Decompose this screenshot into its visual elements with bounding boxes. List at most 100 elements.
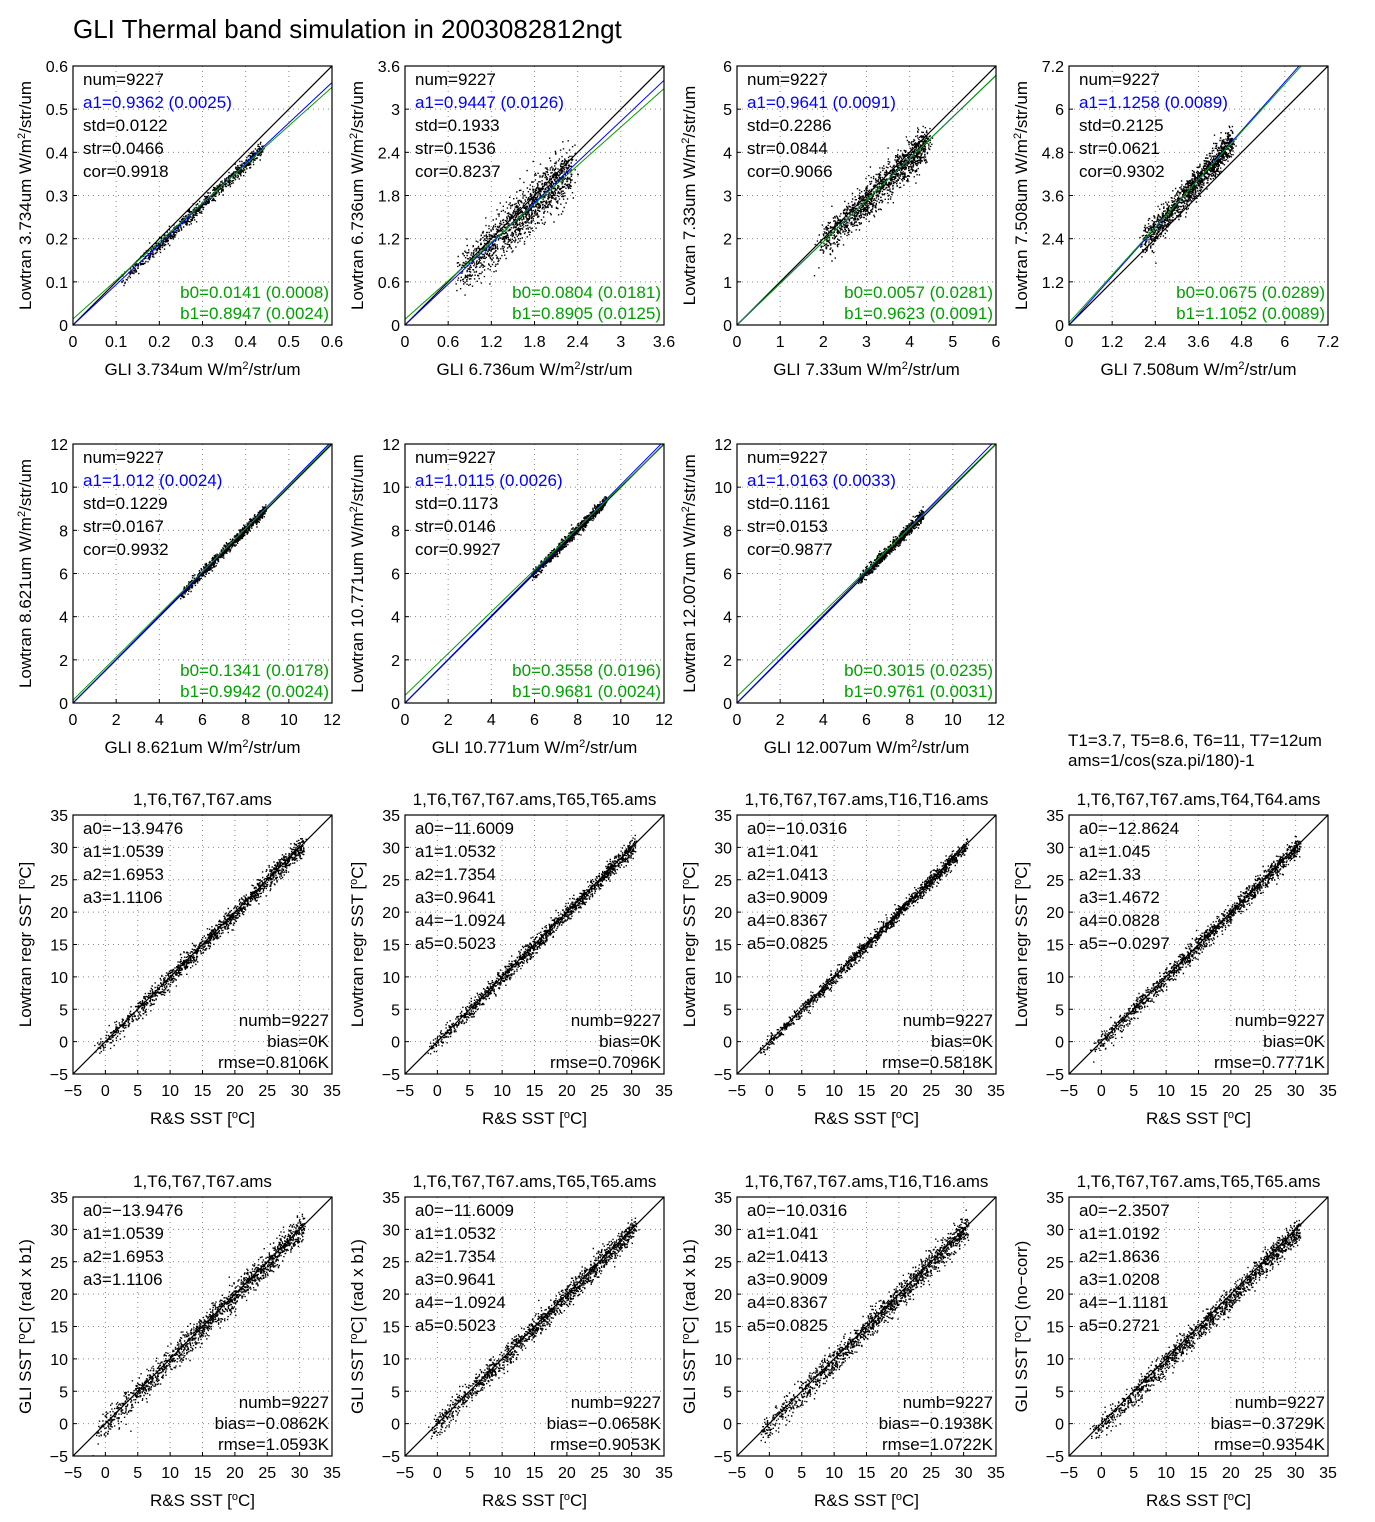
tick-label-y: 15 (1046, 938, 1064, 955)
tick-label-x: −5 (396, 1083, 414, 1100)
tick-label-y: 0.1 (46, 275, 68, 292)
plot-frame (404, 814, 665, 1075)
tick-label-y: 15 (714, 1320, 732, 1337)
stat-label: str=0.0466 (83, 139, 164, 158)
fit-line-a (737, 444, 993, 703)
tick-label-y: 30 (382, 1222, 400, 1239)
stat-label: a0=−13.9476 (83, 1201, 183, 1220)
tick-label-x: 4 (905, 334, 914, 351)
stat-label: b0=0.1341 (0.0178) (180, 661, 329, 680)
y-axis-label: Lowtran 7.33um W/m2/str/um (680, 86, 699, 306)
tick-label-x: 5 (948, 334, 957, 351)
tick-label-y: 0 (723, 696, 732, 713)
scatter-point-set (813, 125, 934, 277)
tick-label-x: 12 (987, 712, 1005, 729)
note-line-1: T1=3.7, T5=8.6, T6=11, T7=12um (1068, 731, 1322, 750)
tick-label-y: 1.2 (1042, 275, 1064, 292)
stat-label: a1=1.0163 (0.0033) (747, 471, 896, 490)
x-axis-label: GLI 7.508um W/m2/str/um (1100, 360, 1296, 379)
stat-label: str=0.0844 (747, 139, 828, 158)
tick-label-x: 0 (401, 712, 410, 729)
stat-label: a3=1.0208 (1079, 1270, 1160, 1289)
one-to-one-line (737, 815, 996, 1074)
tick-label-y: 35 (1046, 1190, 1064, 1207)
stat-label: a1=1.0539 (83, 842, 164, 861)
tick-label-x: 0 (69, 712, 78, 729)
fit-line-a (405, 79, 664, 325)
plot-frame (404, 65, 665, 326)
stat-label: a0=−11.6009 (415, 819, 514, 838)
stat-label: a4=0.8367 (747, 1293, 828, 1312)
stat-label: str=0.0621 (1079, 139, 1160, 158)
fit-line-b (1069, 66, 1302, 323)
stat-label: num=9227 (83, 70, 164, 89)
tick-label-y: 0 (391, 1417, 400, 1434)
tick-label-y: 2 (391, 653, 400, 670)
tick-label-x: 15 (526, 1465, 544, 1482)
panel-rad-12007: 00 2 2 4 4 6 6 8 8 10 10 12 12 num=9227 a1=1.0163 (0.0… (680, 437, 1005, 757)
tick-label-x: 10 (612, 712, 630, 729)
stat-label: std=0.1229 (83, 494, 168, 513)
tick-label-x: −5 (1060, 1083, 1078, 1100)
tick-label-x: 0.5 (278, 334, 300, 351)
tick-label-y: 5 (1055, 1002, 1064, 1019)
stat-label: b0=0.3015 (0.0235) (844, 661, 993, 680)
one-to-one-line (405, 815, 664, 1074)
tick-label-x: 2.4 (567, 334, 589, 351)
tick-label-y: −5 (714, 1449, 732, 1466)
tick-label-y: 25 (1046, 873, 1064, 890)
stat-label: std=0.1161 (747, 494, 830, 513)
one-to-one-line (737, 1197, 996, 1456)
tick-label-y: 0 (723, 1035, 732, 1052)
stat-label: a3=1.1106 (83, 1270, 163, 1289)
tick-label-y: 0 (1055, 1417, 1064, 1434)
tick-label-x: 10 (493, 1083, 511, 1100)
tick-label-y: 15 (714, 938, 732, 955)
fit-line-b (73, 444, 332, 701)
scatter-points (424, 834, 638, 1055)
x-axis-label: GLI 10.771um W/m2/str/um (432, 738, 637, 757)
stat-label: num=9227 (83, 448, 164, 467)
x-axis-label: R&S SST [oC] (814, 1109, 919, 1128)
tick-label-x: −5 (1060, 1465, 1078, 1482)
panel-sst-lowtran-3: −5−5 0 0 5 5 10 10 15 15 20 20 25 25 30 30 35 35 a0=−10.0… (680, 790, 1005, 1128)
tick-label-x: 10 (161, 1083, 179, 1100)
x-axis-label: R&S SST [oC] (1146, 1109, 1251, 1128)
y-axis-label: Lowtran 10.771um W/m2/str/um (348, 454, 367, 693)
stat-label: num=9227 (1079, 70, 1160, 89)
stat-label: rmse=0.5818K (882, 1053, 994, 1072)
tick-label-x: 8 (241, 712, 250, 729)
tick-label-x: 2 (444, 712, 453, 729)
tick-label-y: 6 (1055, 102, 1064, 119)
stat-label: a0=−2.3507 (1079, 1201, 1170, 1220)
plot-frame (72, 1196, 333, 1457)
tick-label-y: 25 (50, 1255, 68, 1272)
fit-line-a (73, 82, 332, 325)
tick-label-y: 3.6 (1042, 189, 1064, 206)
tick-label-x: 7.2 (1317, 334, 1339, 351)
plot-frame (404, 443, 665, 704)
x-axis-label: R&S SST [oC] (1146, 1491, 1251, 1510)
stat-label: numb=9227 (1235, 1393, 1325, 1412)
tick-label-x: 0.2 (148, 334, 170, 351)
tick-label-x: 30 (955, 1083, 973, 1100)
one-to-one-line (73, 1197, 332, 1456)
tick-label-y: 2.4 (1042, 232, 1064, 249)
tick-label-y: 5 (59, 1002, 68, 1019)
tick-label-x: 15 (526, 1083, 544, 1100)
tick-label-x: −5 (64, 1465, 82, 1482)
stat-label: b1=0.8905 (0.0125) (512, 304, 661, 323)
panel-title: 1,T6,T67,T67.ams,T65,T65.ams (1077, 1172, 1321, 1191)
plot-frame (736, 814, 997, 1075)
tick-label-x: 1.2 (1101, 334, 1123, 351)
stat-label: bias=0K (599, 1032, 662, 1051)
y-axis-label: Lowtran 6.736um W/m2/str/um (348, 81, 367, 310)
stat-label: str=0.1536 (415, 139, 496, 158)
tick-label-x: 5 (1129, 1465, 1138, 1482)
tick-label-y: 30 (50, 840, 68, 857)
tick-label-y: 4 (59, 610, 68, 627)
tick-label-x: 0 (1097, 1083, 1106, 1100)
tick-label-y: 30 (1046, 1222, 1064, 1239)
tick-label-x: 20 (1222, 1083, 1240, 1100)
tick-label-x: 30 (291, 1083, 309, 1100)
